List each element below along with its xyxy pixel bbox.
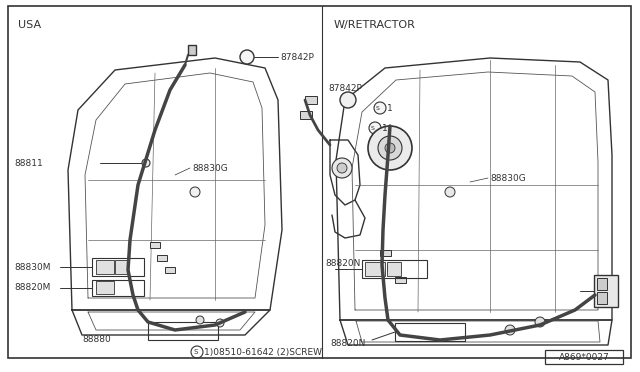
Bar (362, 260, 427, 278)
Text: S: S (376, 106, 380, 110)
Circle shape (337, 163, 347, 173)
Circle shape (374, 102, 386, 114)
Bar (150, 242, 160, 248)
Bar (115, 260, 127, 274)
Circle shape (445, 187, 455, 197)
Bar (365, 262, 385, 276)
Bar (148, 322, 218, 340)
Bar (387, 265, 398, 271)
Bar (395, 277, 406, 283)
Bar (395, 323, 465, 341)
Text: 87842P: 87842P (280, 52, 314, 61)
Text: A869*0027: A869*0027 (559, 353, 609, 362)
Text: 88811: 88811 (14, 158, 43, 167)
Circle shape (535, 317, 545, 327)
Bar (92, 280, 144, 296)
Circle shape (378, 136, 402, 160)
Bar (545, 350, 623, 364)
Bar (92, 258, 144, 276)
Circle shape (142, 159, 150, 167)
Text: 88820M: 88820M (14, 283, 51, 292)
Circle shape (332, 158, 352, 178)
Text: 88880: 88880 (82, 336, 111, 344)
Bar (96, 260, 114, 274)
Bar (597, 278, 607, 290)
Circle shape (385, 143, 395, 153)
Text: W/RETRACTOR: W/RETRACTOR (334, 20, 416, 30)
Text: 1: 1 (382, 124, 388, 132)
Bar (597, 292, 607, 304)
Text: 88830G: 88830G (192, 164, 228, 173)
Bar (300, 111, 312, 119)
Circle shape (505, 325, 515, 335)
Text: 1)08510-61642 (2)SCREW: 1)08510-61642 (2)SCREW (204, 347, 322, 356)
Circle shape (369, 122, 381, 134)
Text: S: S (371, 125, 375, 131)
Bar (594, 275, 618, 307)
Bar (96, 281, 114, 294)
Bar (165, 267, 175, 273)
Text: S: S (194, 349, 198, 355)
Circle shape (340, 92, 356, 108)
Bar (157, 255, 167, 261)
Text: 1: 1 (387, 103, 393, 112)
Bar (380, 250, 391, 256)
Text: 88830M: 88830M (14, 263, 51, 272)
Circle shape (216, 319, 224, 327)
Text: 87842P: 87842P (328, 83, 362, 93)
Bar (305, 96, 317, 104)
Bar (188, 45, 196, 55)
Bar (387, 262, 401, 276)
Circle shape (240, 50, 254, 64)
Circle shape (196, 316, 204, 324)
Text: USA: USA (18, 20, 41, 30)
Circle shape (368, 126, 412, 170)
Text: 88820N: 88820N (325, 259, 360, 267)
Text: 88820N: 88820N (330, 339, 365, 347)
Text: 88830G: 88830G (490, 173, 525, 183)
Circle shape (190, 187, 200, 197)
